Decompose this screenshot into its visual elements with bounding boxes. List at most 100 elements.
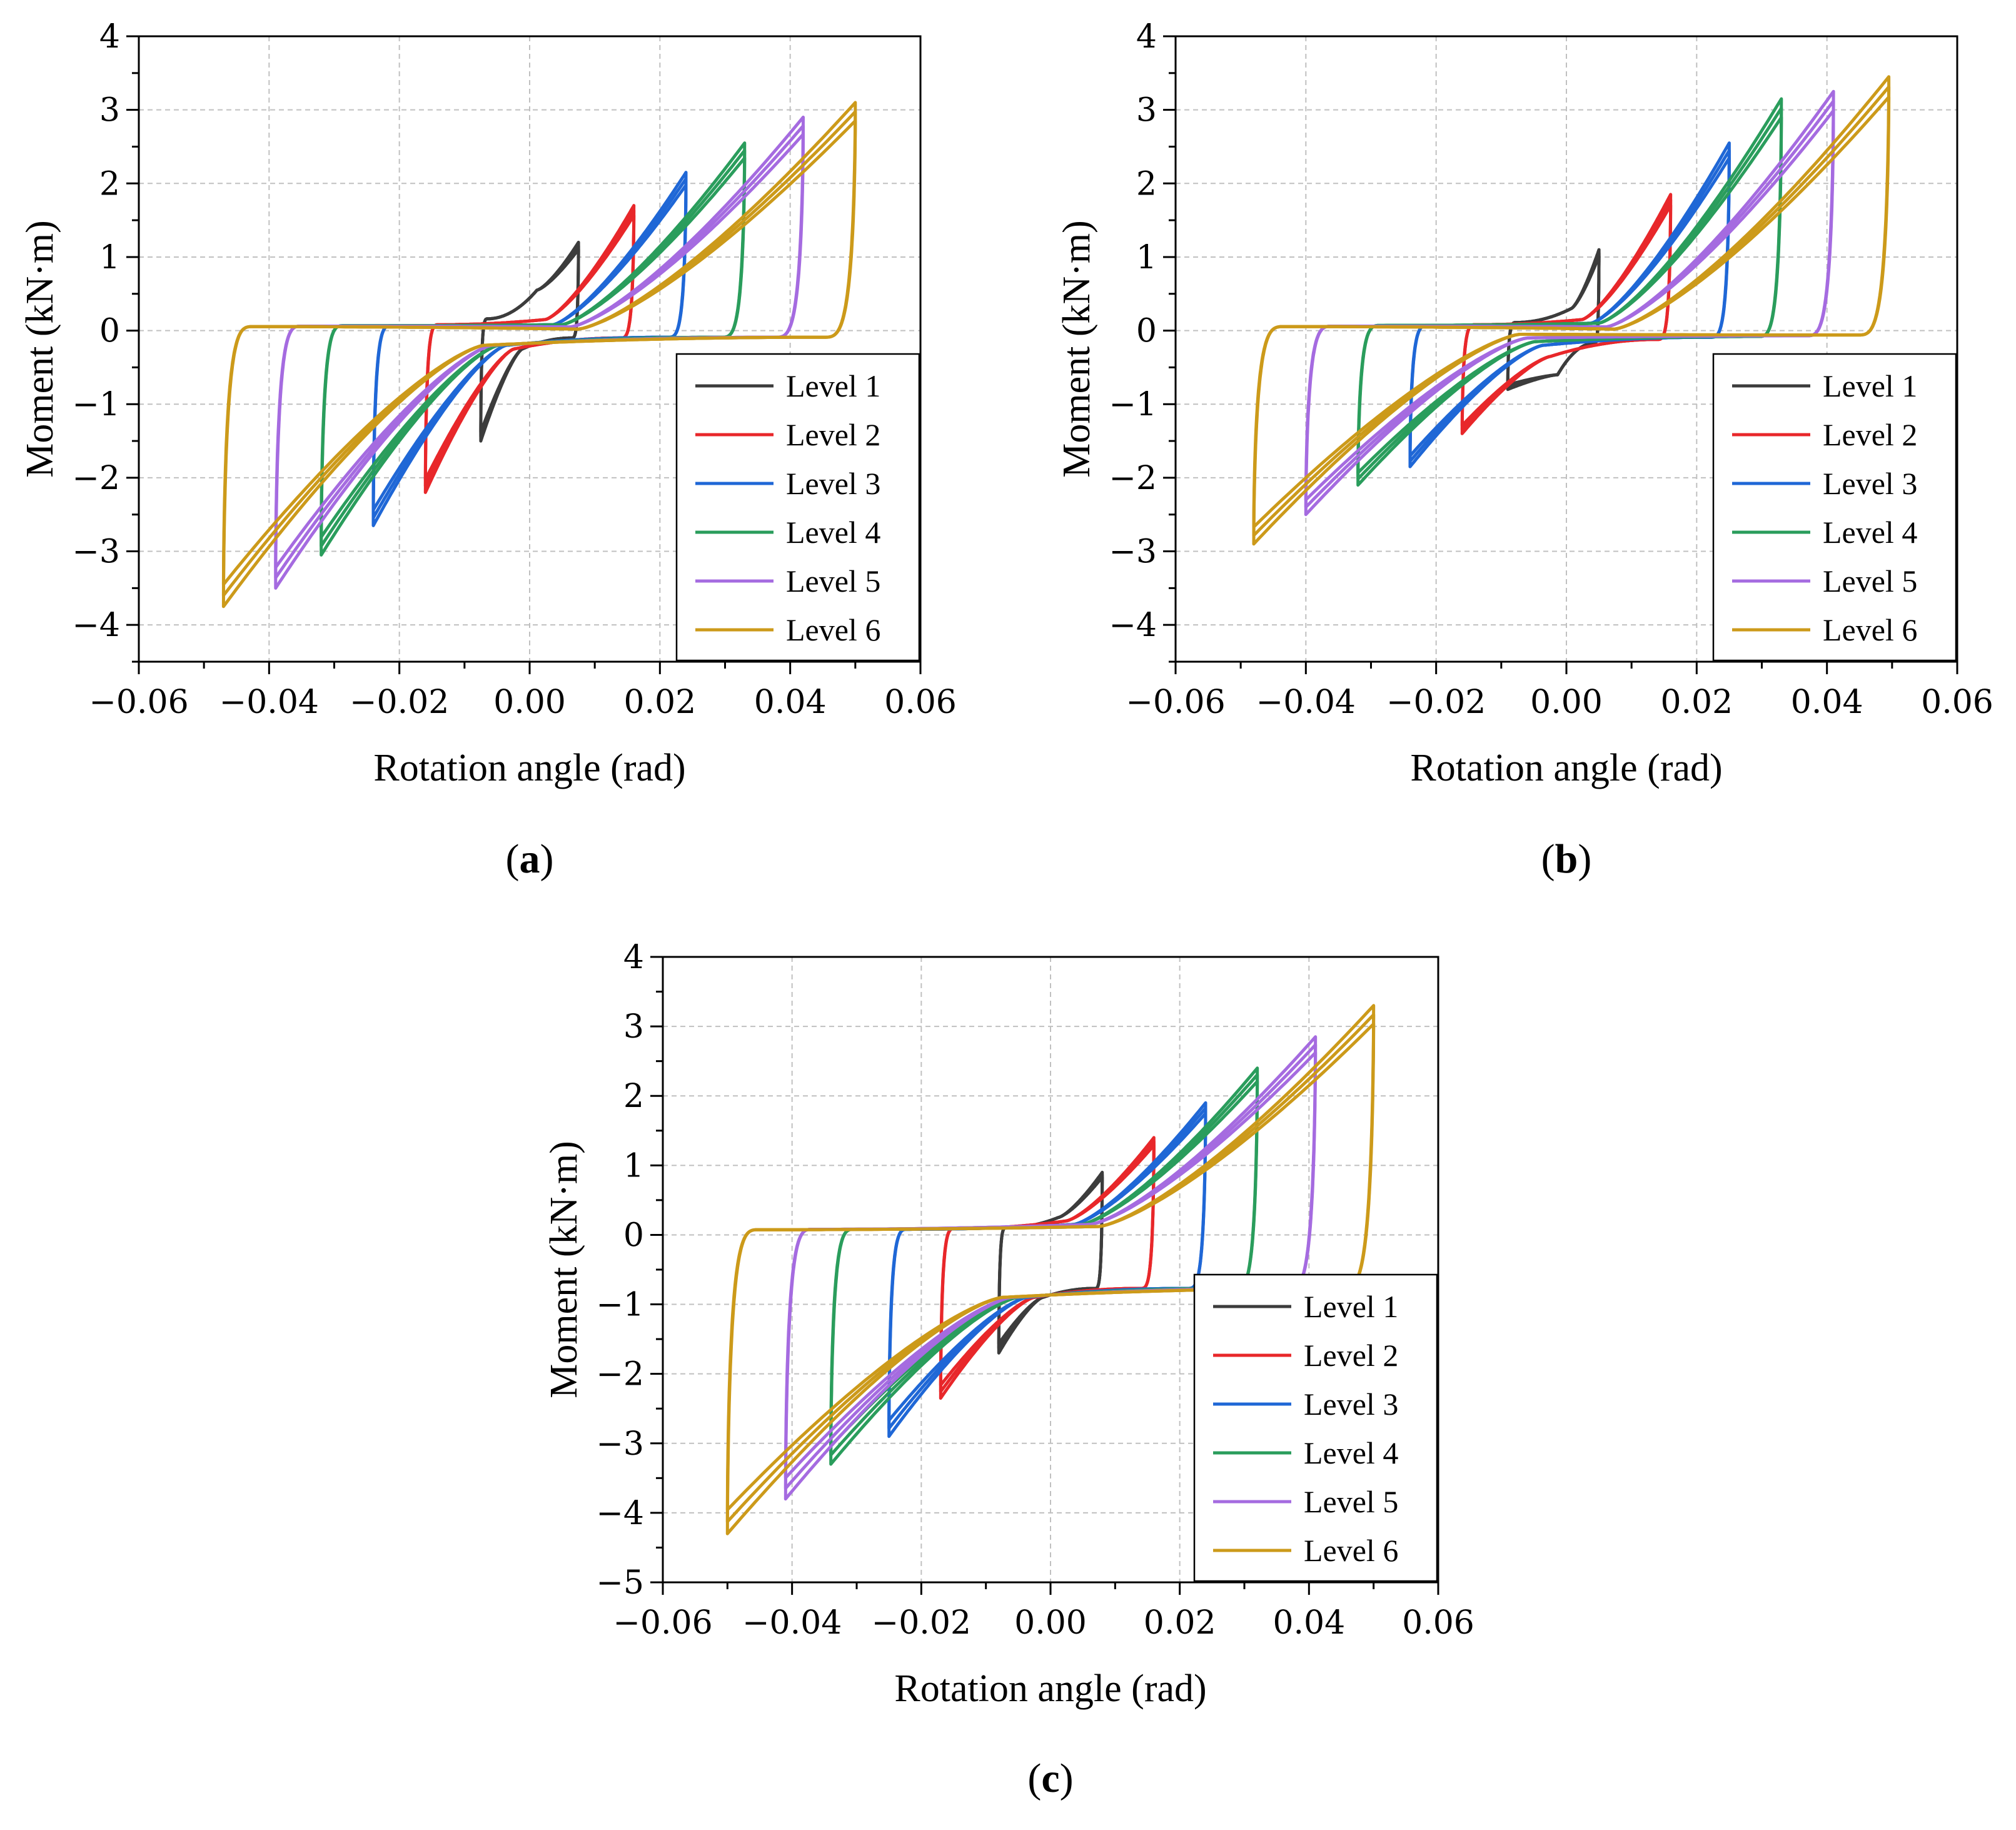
y-tick-label: 3: [1136, 92, 1157, 129]
x-tick-label: 0.06: [1921, 684, 1993, 721]
legend-label: Level 1: [1823, 368, 1917, 403]
x-tick-label: 0.02: [1144, 1604, 1216, 1642]
legend: Level 1 Level 2 Level 3 Level 4 Level 5 Level…: [675, 353, 920, 662]
legend-label: Level 1: [1304, 1289, 1398, 1324]
y-tick-label: −2: [1109, 460, 1157, 497]
y-tick-label: 4: [1136, 18, 1157, 56]
legend-label: Level 3: [1823, 466, 1917, 501]
y-tick-label: 4: [623, 939, 644, 976]
x-tick-label: −0.04: [742, 1604, 842, 1642]
series-level-3-loop: [1408, 149, 1731, 463]
legend-box: [1193, 1273, 1438, 1582]
legend: Level 1 Level 2 Level 3 Level 4 Level 5 Level…: [1712, 353, 1957, 662]
y-tick-label: −3: [1109, 533, 1157, 571]
x-axis-title: Rotation angle (rad): [373, 747, 685, 789]
series-level-3-loop: [1408, 141, 1731, 468]
panel-label: (c): [1027, 1756, 1073, 1801]
x-tick-label: 0.04: [1791, 684, 1863, 721]
y-tick-label: −3: [596, 1425, 644, 1463]
series-level-6-loop: [1252, 95, 1891, 528]
panel-a: −0.06 −0.04 −0.02 0.00 0.02 0.04 0.06 −4 −3 −2 −1 0…: [19, 18, 957, 882]
series-group: [1252, 75, 1891, 546]
y-tick-label: 2: [623, 1078, 644, 1115]
y-tick-label: −2: [596, 1356, 644, 1393]
y-tick-label: −4: [72, 607, 120, 644]
legend-label: Level 2: [1304, 1338, 1398, 1373]
y-tick-label: 1: [99, 239, 120, 276]
series-level-2-loop: [939, 1143, 1156, 1387]
x-tick-label: 0.00: [1530, 684, 1603, 721]
y-tick-label: −1: [596, 1287, 644, 1324]
legend-label: Level 1: [786, 368, 880, 403]
x-tick-label: −0.06: [1126, 684, 1225, 721]
x-tick-label: −0.02: [1386, 684, 1486, 721]
series-level-3-loop: [887, 1101, 1207, 1438]
series-level-1-loop: [1506, 251, 1601, 389]
legend-label: Level 6: [1823, 612, 1917, 647]
series-level-3-loop: [371, 171, 688, 527]
legend-label: Level 4: [1823, 515, 1917, 550]
x-tick-label: 0.06: [1402, 1604, 1474, 1642]
series-level-2-loop: [423, 209, 636, 488]
y-tick-label: 2: [1136, 165, 1157, 203]
y-tick-label: −5: [596, 1564, 644, 1602]
x-axis-title: Rotation angle (rad): [1410, 747, 1722, 789]
x-tick-label: −0.04: [1256, 684, 1356, 721]
panel-label: (a): [506, 836, 554, 882]
legend-box: [675, 353, 920, 662]
legend-box: [1712, 353, 1957, 662]
x-tick-label: 0.00: [1014, 1604, 1087, 1642]
y-tick-label: 0: [99, 313, 120, 350]
y-tick-label: −1: [1109, 386, 1157, 423]
x-tick-label: 0.00: [493, 684, 566, 721]
legend-label: Level 4: [1304, 1435, 1398, 1470]
legend-label: Level 3: [1304, 1387, 1398, 1422]
legend-label: Level 6: [786, 612, 880, 647]
y-tick-label: 3: [99, 92, 120, 129]
y-tick-label: 4: [99, 18, 120, 56]
legend-label: Level 5: [1823, 564, 1917, 599]
y-axis-title: Moment (kN·m): [543, 1141, 585, 1398]
series-group: [725, 1004, 1376, 1535]
x-tick-label: 0.02: [623, 684, 696, 721]
panel-b: −0.06 −0.04 −0.02 0.00 0.02 0.04 0.06 −4 −3 −2 −1 0…: [1056, 18, 1993, 882]
y-tick-label: 0: [623, 1216, 644, 1254]
y-tick-label: 3: [623, 1008, 644, 1046]
x-tick-label: −0.06: [613, 1604, 712, 1642]
x-tick-label: −0.06: [89, 684, 188, 721]
y-tick-label: 1: [1136, 239, 1157, 276]
legend-label: Level 5: [1304, 1484, 1398, 1519]
x-tick-label: 0.04: [1273, 1604, 1345, 1642]
y-axis-title: Moment (kN·m): [19, 220, 61, 478]
panel-c: −0.06 −0.04 −0.02 0.00 0.02 0.04 0.06 −5 −4 −3 −2 −…: [543, 939, 1474, 1801]
x-tick-label: 0.02: [1660, 684, 1733, 721]
legend-label: Level 4: [786, 515, 880, 550]
legend-label: Level 5: [786, 564, 880, 599]
legend-label: Level 2: [786, 417, 880, 452]
series-group: [221, 101, 857, 609]
y-tick-label: −3: [72, 533, 120, 571]
y-tick-label: −4: [596, 1495, 644, 1532]
legend-label: Level 6: [1304, 1533, 1398, 1568]
y-tick-label: 0: [1136, 313, 1157, 350]
panel-label: (b): [1541, 836, 1592, 882]
series-level-1-loop: [479, 248, 580, 434]
x-tick-label: 0.06: [884, 684, 957, 721]
series-level-6-loop: [221, 119, 857, 586]
y-tick-label: −4: [1109, 607, 1157, 644]
x-tick-label: 0.04: [754, 684, 827, 721]
x-tick-label: −0.02: [872, 1604, 971, 1642]
x-axis-title: Rotation angle (rad): [894, 1667, 1206, 1710]
y-tick-label: 2: [99, 165, 120, 203]
y-axis-title: Moment (kN·m): [1056, 220, 1098, 478]
y-tick-label: −2: [72, 460, 120, 497]
legend: Level 1 Level 2 Level 3 Level 4 Level 5 Level…: [1193, 1273, 1438, 1582]
y-tick-label: −1: [72, 386, 120, 423]
y-tick-label: 1: [623, 1147, 644, 1185]
series-level-6-loop: [725, 1022, 1376, 1512]
x-tick-label: −0.02: [350, 684, 449, 721]
legend-label: Level 2: [1823, 417, 1917, 452]
legend-label: Level 3: [786, 466, 880, 501]
x-tick-label: −0.04: [219, 684, 319, 721]
